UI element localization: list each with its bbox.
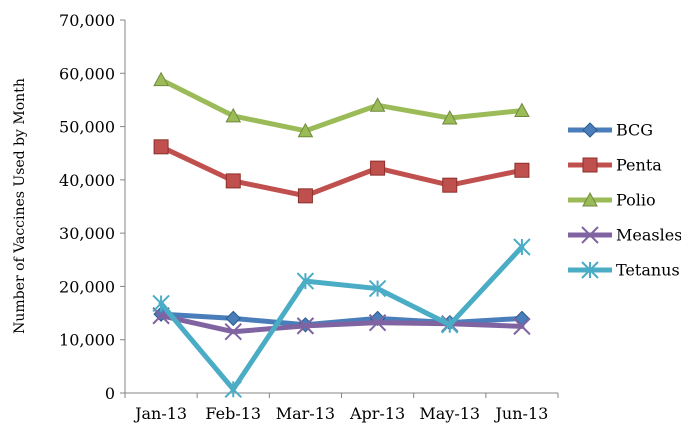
data-point: [225, 107, 242, 123]
data-point: [297, 122, 314, 138]
legend-label: Penta: [616, 156, 662, 175]
x-tick-label: Feb-13: [205, 404, 261, 423]
data-point: [369, 97, 386, 112]
data-point: [514, 162, 530, 178]
data-point: [225, 173, 241, 189]
series-tetanus: [152, 238, 531, 398]
y-tick-label: 50,000: [59, 118, 115, 137]
y-axis-label: Number of Vaccines Used by Month: [12, 78, 28, 334]
y-tick-label: 40,000: [59, 171, 115, 190]
legend-item: Polio: [568, 191, 656, 210]
series-line: [158, 77, 525, 134]
data-point: [513, 317, 531, 336]
data-point: [582, 157, 598, 173]
x-tick-label: Jan-13: [133, 404, 187, 423]
data-point: [442, 177, 458, 193]
legend-item: Tetanus: [568, 261, 680, 280]
legend-label: Measles: [616, 226, 681, 245]
data-point: [297, 188, 313, 204]
x-axis-ticks: Jan-13 Feb-13 Mar-13 Apr-13 May-13 Jun-13: [124, 393, 559, 423]
x-tick-label: Mar-13: [276, 404, 335, 423]
data-point: [441, 109, 458, 125]
data-point: [581, 261, 599, 279]
legend: BCG Penta Polio Measles Tetanus: [568, 121, 681, 280]
legend-item: BCG: [568, 121, 653, 140]
data-point: [368, 313, 387, 332]
data-point: [514, 310, 530, 327]
data-point: [370, 160, 386, 176]
x-tick-label: May-13: [419, 404, 480, 423]
data-point: [296, 272, 315, 290]
data-point: [153, 71, 169, 87]
data-point: [513, 238, 531, 256]
y-axis-ticks: 0 10,000 20,000 30,000 40,000 50,000 60,000 70,…: [59, 11, 125, 403]
series-layer: [152, 71, 531, 398]
data-point: [224, 323, 242, 341]
data-point: [582, 191, 598, 207]
x-tick-label: Apr-13: [349, 404, 405, 423]
series-line: [158, 144, 525, 199]
legend-item: Penta: [568, 156, 662, 175]
data-point: [441, 316, 459, 334]
y-tick-label: 60,000: [59, 64, 115, 83]
y-tick-label: 10,000: [59, 331, 115, 350]
series-line: [158, 244, 525, 392]
y-tick-label: 30,000: [59, 224, 115, 243]
data-point: [225, 310, 241, 327]
series-measles: [152, 307, 531, 341]
series-line: [158, 313, 525, 335]
legend-label: BCG: [616, 121, 653, 140]
y-tick-label: 70,000: [59, 11, 115, 30]
data-point: [514, 102, 530, 118]
legend-label: Polio: [616, 191, 656, 210]
series-penta: [153, 139, 530, 204]
data-point: [224, 380, 242, 398]
y-tick-label: 0: [105, 384, 115, 403]
data-point: [296, 317, 315, 335]
data-point: [153, 139, 169, 155]
x-tick-label: Jun-13: [494, 404, 549, 423]
legend-item: Measles: [568, 226, 681, 245]
legend-label: Tetanus: [616, 261, 680, 280]
data-point: [368, 279, 387, 298]
series-polio: [153, 71, 530, 138]
data-point: [582, 122, 598, 138]
data-point: [152, 294, 170, 313]
data-point: [581, 226, 599, 244]
y-tick-label: 20,000: [59, 277, 115, 296]
